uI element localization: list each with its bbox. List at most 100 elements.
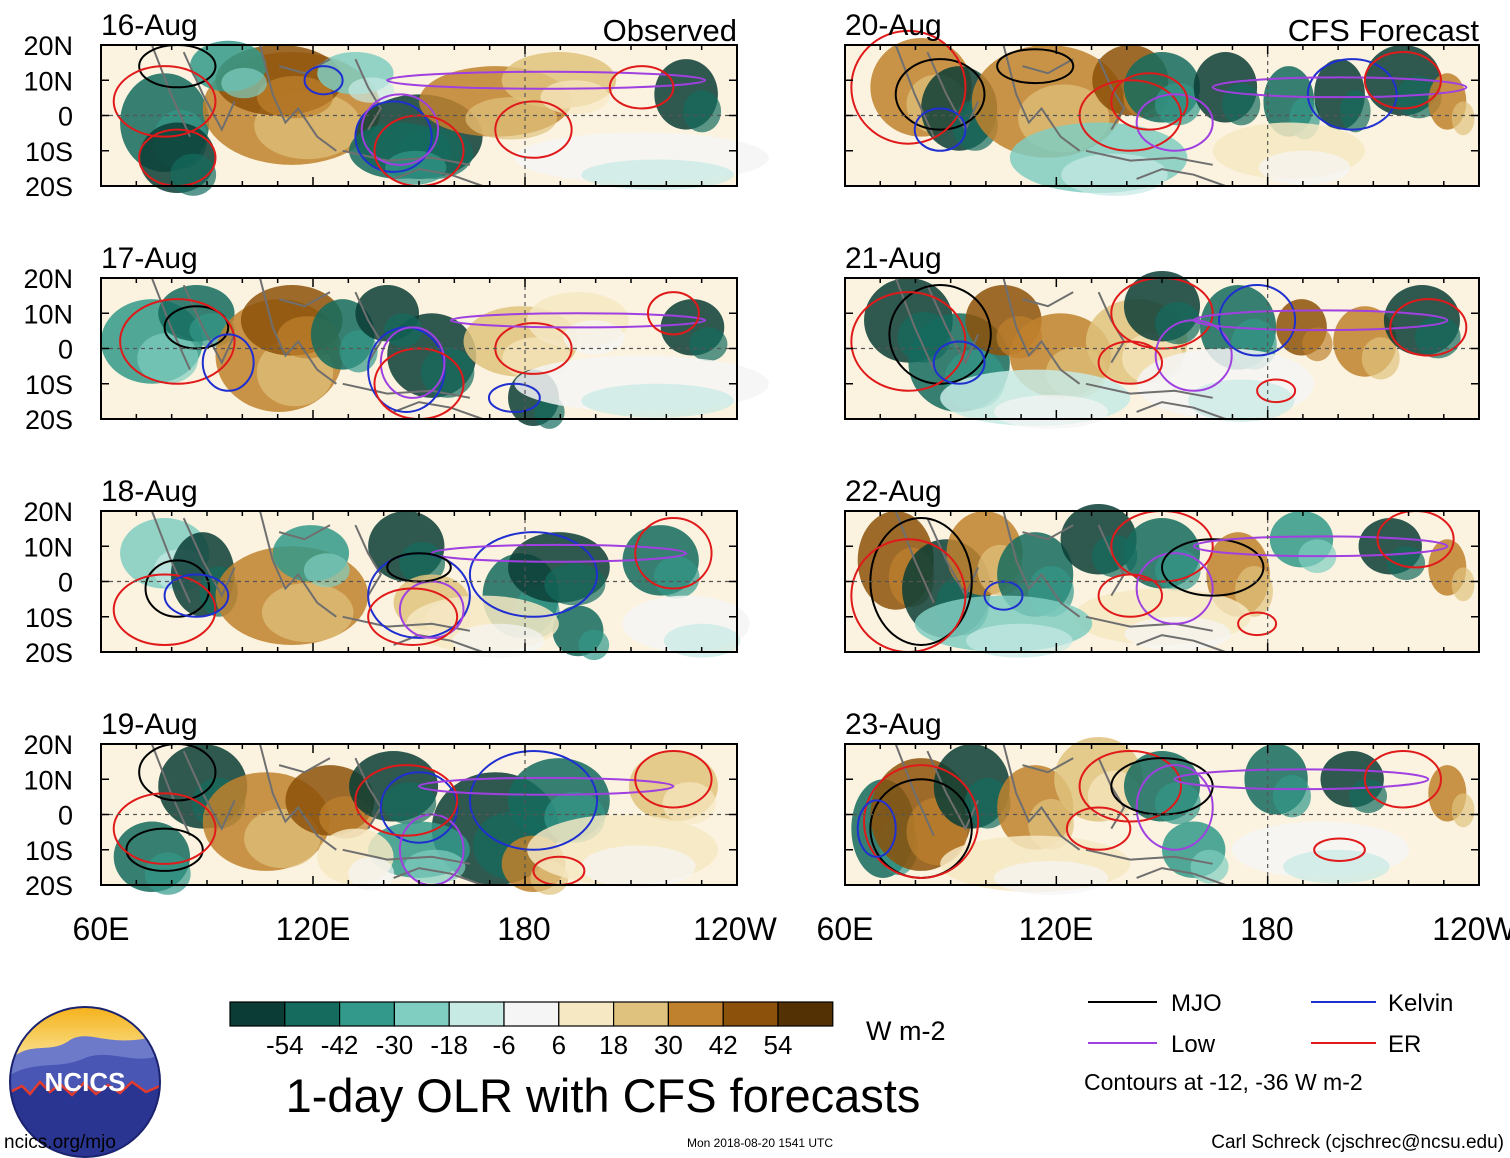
coastline xyxy=(354,58,382,131)
olr-anomaly-patch xyxy=(581,383,734,418)
olr-anomaly-patch xyxy=(1349,779,1388,814)
wave-contour xyxy=(163,305,230,350)
wave-contour xyxy=(888,284,992,385)
olr-anomaly-patch xyxy=(1187,379,1295,422)
footer-credit: Carl Schreck (cjschrec@ncsu.edu) xyxy=(1211,1132,1504,1153)
colorbar-swatch xyxy=(503,1001,560,1027)
wave-contour xyxy=(112,792,217,865)
coastline xyxy=(1136,401,1226,420)
wave-contour xyxy=(634,517,713,590)
colorbar-swatch xyxy=(722,1001,779,1027)
colorbar-swatch xyxy=(229,1001,286,1027)
coastline xyxy=(354,524,382,597)
legend-label-kelvin: Kelvin xyxy=(1388,990,1453,1017)
panel-tag: CFS Forecast xyxy=(1288,13,1480,48)
map-panel: 22-Aug xyxy=(844,475,1480,658)
panel-date: 17-Aug xyxy=(101,242,198,275)
colorbar: -54 -42 -30 -18 -6 6 18 30 42 54 xyxy=(229,1001,834,1060)
wave-contour xyxy=(1211,76,1468,99)
lon-label: 120E xyxy=(276,911,351,947)
olr-anomaly-patch xyxy=(348,856,395,891)
wave-contour xyxy=(646,291,700,336)
coastline xyxy=(1085,848,1213,865)
colorbar-tick-label: 42 xyxy=(709,1030,738,1060)
wave-contour xyxy=(1135,552,1214,625)
wave-contour xyxy=(1389,298,1468,357)
lat-label: 10S xyxy=(25,836,73,866)
wave-contour xyxy=(418,776,675,796)
colorbar-tick-label: -30 xyxy=(376,1030,414,1060)
map-panel: 17-Aug 20N 10N 0 10S 20S xyxy=(23,242,769,435)
coastline xyxy=(1002,743,1081,851)
map-panel: 21-Aug xyxy=(844,242,1480,429)
map-panel: 18-Aug 20N 10N 0 10S 20S xyxy=(23,475,750,668)
legend: MJO Kelvin Low ER Contours at -12, -36 W… xyxy=(1084,990,1453,1095)
panel-date: 20-Aug xyxy=(845,9,942,42)
coastline xyxy=(1002,44,1081,152)
panel-tag: Observed xyxy=(603,13,737,48)
olr-anomaly-patch xyxy=(348,77,395,103)
lon-label: 60E xyxy=(817,911,874,947)
olr-anomaly-patch xyxy=(1234,565,1273,617)
lat-label: 0 xyxy=(58,102,73,132)
coastline xyxy=(342,149,471,166)
coastline xyxy=(926,284,980,365)
map-panel: 20-Aug CFS Forecast xyxy=(844,9,1480,196)
panel-date: 23-Aug xyxy=(845,708,942,741)
wave-contour xyxy=(1218,284,1297,357)
coastline xyxy=(1085,382,1213,399)
colorbar-swatch xyxy=(393,1001,450,1027)
legend-label-low: Low xyxy=(1171,1031,1216,1058)
coastline xyxy=(1136,634,1226,653)
lat-label: 20S xyxy=(25,871,73,901)
coastline xyxy=(342,615,471,632)
map-panel: 19-Aug 20N 10N 0 10S 20S xyxy=(23,708,738,901)
colorbar-units: W m-2 xyxy=(866,1016,945,1046)
olr-anomaly-patch xyxy=(993,395,1109,429)
olr-anomaly-patch xyxy=(1387,546,1426,581)
olr-anomaly-patch xyxy=(1272,775,1311,818)
lon-label: 180 xyxy=(497,911,550,947)
olr-anomaly-patch xyxy=(1283,849,1390,884)
olr-anomaly-patch xyxy=(144,852,191,895)
map-panel: 23-Aug xyxy=(844,708,1480,895)
panel-date: 22-Aug xyxy=(845,475,942,508)
olr-anomaly-patch xyxy=(465,97,558,140)
lon-axis-right: 60E 120E 180 120W xyxy=(817,911,1510,947)
coastline xyxy=(1022,291,1074,308)
colorbar-tick-label: 54 xyxy=(764,1030,793,1060)
lat-label: 10N xyxy=(23,765,73,795)
coastline xyxy=(1002,510,1081,618)
olr-anomaly-patch xyxy=(1340,90,1371,133)
olr-anomaly-patch xyxy=(689,327,728,362)
lat-label: 0 xyxy=(58,568,73,598)
coastline xyxy=(393,401,483,420)
wave-contour xyxy=(1313,837,1366,863)
olr-anomaly-patch xyxy=(1451,793,1475,828)
wave-contour xyxy=(863,764,980,879)
coastline xyxy=(342,382,471,399)
olr-anomaly-patch xyxy=(578,629,610,661)
coastline xyxy=(1002,277,1081,385)
olr-anomaly-patch xyxy=(382,782,437,825)
lat-label: 20N xyxy=(23,497,73,527)
coastline xyxy=(278,291,331,308)
lat-label: 0 xyxy=(58,335,73,365)
wave-contour xyxy=(1161,538,1265,597)
coastline xyxy=(393,867,483,886)
wave-contour xyxy=(303,65,344,96)
olr-anomaly-patch xyxy=(1124,616,1232,651)
olr-anomaly-patch xyxy=(420,347,475,398)
coastline xyxy=(1022,757,1074,774)
lat-label: 20S xyxy=(25,172,73,202)
colorbar-swatch xyxy=(339,1001,396,1027)
lat-label: 0 xyxy=(58,801,73,831)
lon-label: 120W xyxy=(693,911,777,947)
colorbar-tick-label: -6 xyxy=(492,1030,515,1060)
coastline xyxy=(278,58,331,75)
wave-contour xyxy=(608,65,675,110)
olr-anomaly-patch xyxy=(581,159,734,190)
coastline xyxy=(354,757,382,830)
coastline xyxy=(259,44,337,152)
